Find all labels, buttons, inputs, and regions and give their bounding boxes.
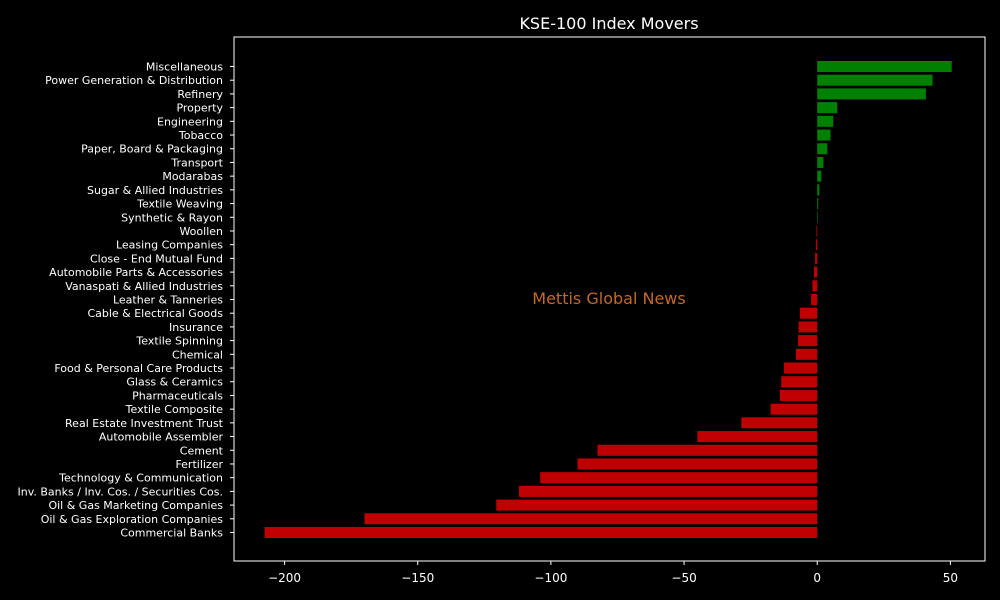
bar [795, 348, 818, 360]
bar [817, 211, 818, 223]
category-label: Modarabas [162, 170, 223, 183]
category-label: Cement [180, 444, 224, 457]
category-label: Power Generation & Distribution [45, 74, 223, 87]
category-label: Pharmaceuticals [132, 389, 223, 402]
bar [783, 362, 818, 374]
x-tick-label: 0 [813, 571, 821, 585]
category-label: Automobile Parts & Accessories [49, 266, 223, 279]
category-label: Oil & Gas Marketing Companies [48, 499, 223, 512]
category-label: Leasing Companies [116, 239, 223, 252]
category-label: Transport [170, 156, 223, 169]
category-label: Synthetic & Rayon [121, 211, 223, 224]
chart-title: KSE-100 Index Movers [519, 14, 698, 33]
bar [812, 280, 818, 292]
bar [264, 527, 818, 538]
bar [815, 239, 818, 251]
bar [815, 252, 818, 264]
bar [817, 102, 838, 114]
category-label: Insurance [169, 321, 223, 334]
category-label: Cable & Electrical Goods [87, 307, 223, 320]
x-tick-label: −200 [268, 571, 301, 585]
bar [597, 444, 818, 456]
bar [817, 156, 824, 168]
category-label: Fertilizer [175, 458, 223, 471]
bar [770, 403, 818, 415]
category-label: Engineering [157, 115, 223, 128]
x-tick-label: −50 [671, 571, 696, 585]
bar [814, 266, 818, 278]
category-label: Inv. Banks / Inv. Cos. / Securities Cos. [18, 485, 223, 498]
category-label: Paper, Board & Packaging [81, 143, 223, 156]
x-axis-ticks-group: −200 −150 −100 −50 0 50 [268, 561, 958, 585]
category-label: Real Estate Investment Trust [65, 417, 224, 430]
bar [817, 170, 822, 182]
category-label: Leather & Tanneries [113, 294, 223, 307]
category-label: Tobacco [178, 129, 223, 142]
bar [817, 143, 828, 155]
category-label: Technology & Communication [58, 472, 223, 485]
category-label: Woollen [179, 225, 223, 238]
category-label: Commercial Banks [120, 527, 223, 540]
x-tick-label: 50 [943, 571, 958, 585]
bar [798, 321, 818, 333]
x-tick-label: −150 [401, 571, 434, 585]
bar [816, 225, 818, 237]
bar [817, 115, 834, 127]
bar [817, 198, 819, 210]
category-label: Glass & Ceramics [126, 376, 223, 389]
category-label: Automobile Assembler [99, 431, 224, 444]
category-label: Close - End Mutual Fund [90, 252, 223, 265]
bar [817, 61, 952, 72]
category-label: Oil & Gas Exploration Companies [41, 513, 224, 526]
bar [577, 458, 818, 470]
category-label: Textile Spinning [135, 335, 223, 348]
category-label: Chemical [172, 348, 223, 361]
category-label: Sugar & Allied Industries [87, 184, 223, 197]
bar [697, 431, 818, 443]
bar [811, 294, 818, 305]
bar [798, 335, 818, 347]
bar [817, 74, 933, 86]
bar [817, 184, 820, 196]
category-label: Property [176, 102, 223, 115]
category-label: Food & Personal Care Products [54, 362, 223, 375]
category-label: Refinery [177, 88, 223, 101]
bar [518, 485, 818, 497]
x-tick-label: −100 [534, 571, 567, 585]
bar [799, 307, 818, 319]
bar [741, 417, 818, 429]
category-label: Miscellaneous [146, 61, 223, 74]
category-label: Textile Composite [125, 403, 224, 416]
bars-group [264, 61, 952, 538]
bar [817, 129, 831, 141]
bar [364, 513, 818, 525]
category-label: Vanaspati & Allied Industries [65, 280, 223, 293]
bar [779, 389, 818, 401]
bar [817, 88, 926, 100]
watermark-annotation: Mettis Global News [532, 289, 685, 308]
bar [781, 376, 818, 388]
category-label: Textile Weaving [136, 198, 223, 211]
bar [496, 499, 818, 511]
bar [540, 472, 818, 484]
